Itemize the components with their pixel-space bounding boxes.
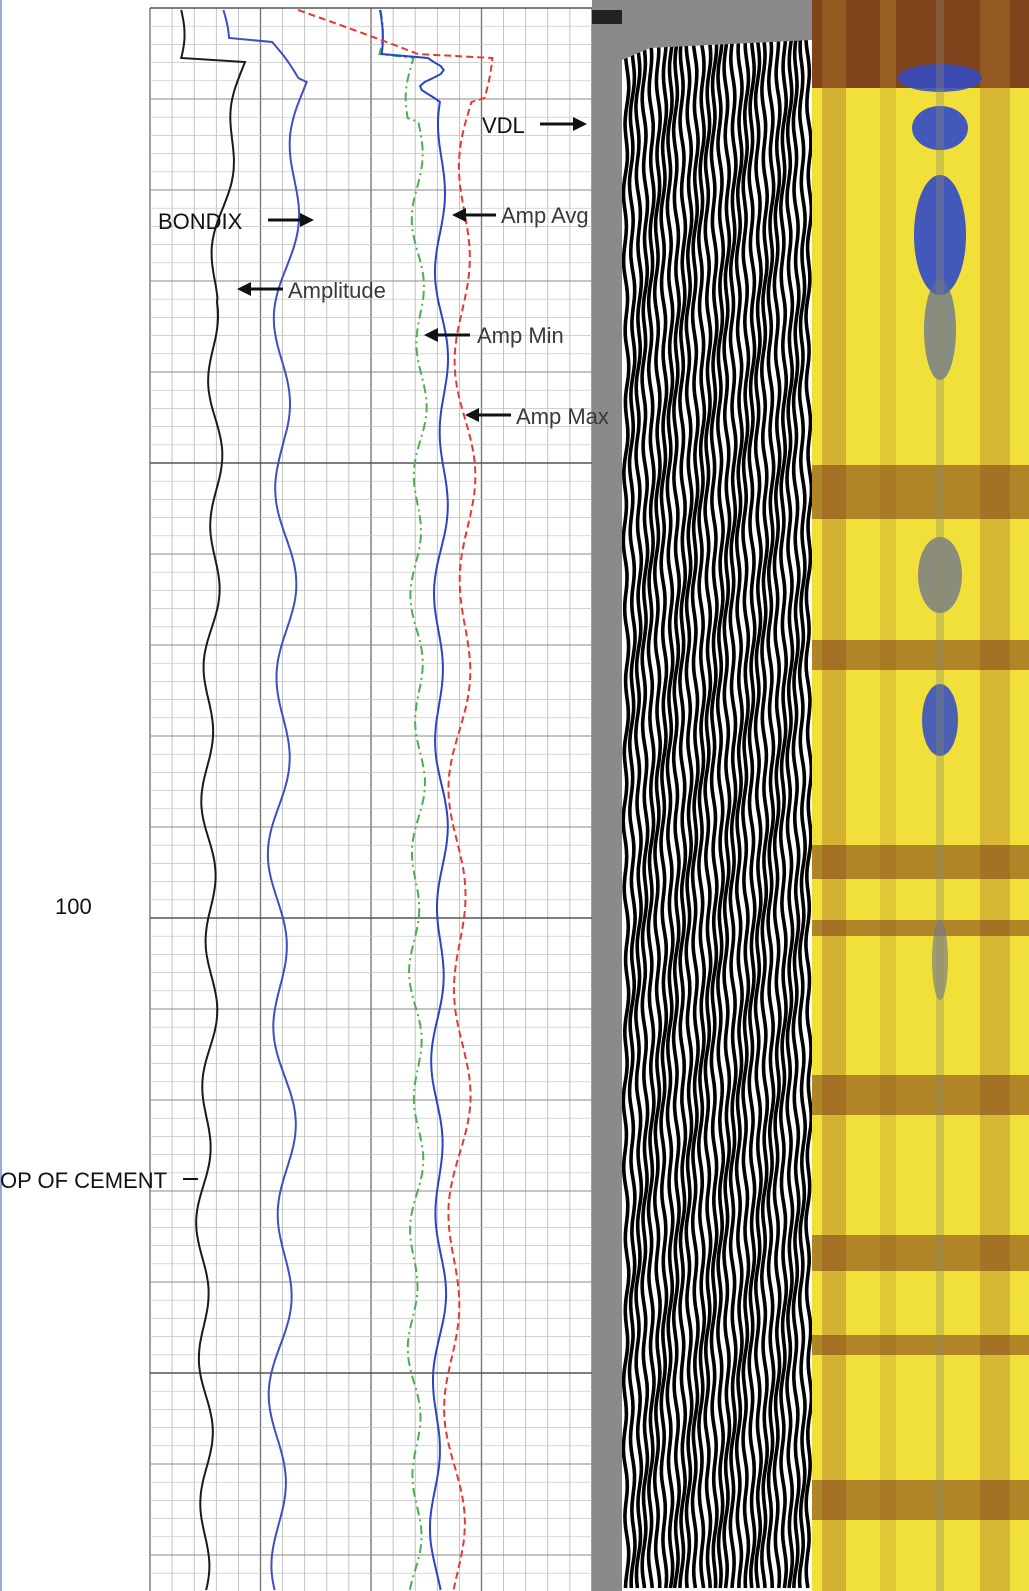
amp-min-curve <box>378 9 428 1591</box>
log-grid <box>149 7 593 1591</box>
vdl-trace <box>633 39 644 1589</box>
vdl-trace <box>671 39 682 1589</box>
map-dark-band <box>812 640 1029 670</box>
annotation-arrows <box>183 117 587 1180</box>
vdl-trace <box>646 39 656 1589</box>
amp-min-label: Amp Min <box>477 323 564 348</box>
vdl-trace <box>627 39 637 1589</box>
map-dark-band <box>812 1075 1029 1115</box>
vdl-waveforms <box>622 39 812 1589</box>
vdl-trace <box>659 40 669 1589</box>
vdl-arrow <box>540 117 587 131</box>
vdl-trace <box>665 39 675 1589</box>
map-blue-feature <box>918 537 962 613</box>
map-dark-band <box>812 920 1029 936</box>
amp-min-arrow <box>424 328 470 342</box>
map-dark-band <box>812 1335 1029 1355</box>
map-shadow-band <box>880 0 896 1591</box>
vdl-trace <box>734 39 744 1589</box>
vdl-trace <box>722 39 732 1589</box>
vdl-trace <box>652 39 663 1588</box>
vdl-trace <box>804 39 812 1589</box>
vdl-trace <box>709 39 719 1589</box>
vdl-trace <box>797 39 808 1589</box>
map-dark-band <box>812 845 1029 879</box>
vdl-trace <box>753 39 763 1589</box>
amplitude-label: Amplitude <box>288 278 386 303</box>
map-blue-feature <box>932 920 948 1000</box>
vdl-trace <box>759 39 770 1589</box>
vdl-trace <box>640 39 650 1589</box>
amp-max-label: Amp Max <box>516 404 609 429</box>
vdl-trace <box>715 39 726 1589</box>
vdl-trace <box>684 39 694 1589</box>
log-curves <box>179 9 494 1591</box>
map-blue-feature <box>914 175 966 295</box>
bondix-curve <box>222 9 308 1591</box>
vdl-trace <box>703 39 713 1589</box>
amplitude-curve <box>179 9 247 1591</box>
amp-avg-arrow <box>452 208 496 222</box>
map-blue-feature <box>922 684 958 756</box>
top-of-cement-label: OP OF CEMENT <box>0 1168 167 1193</box>
bondix-label: BONDIX <box>158 209 243 234</box>
vdl-gray-strip <box>592 0 622 1591</box>
vdl-trace <box>678 39 688 1589</box>
map-shadow-band <box>822 0 846 1591</box>
depth-label-100: 100 <box>55 894 92 919</box>
map-dark-band <box>812 505 1029 519</box>
vdl-trace <box>785 39 795 1589</box>
vdl-track <box>592 0 812 1591</box>
vdl-trace <box>778 39 789 1589</box>
amp-avg-curve <box>378 9 449 1591</box>
map-dark-band <box>812 1235 1029 1271</box>
map-center-line <box>936 0 944 1591</box>
vdl-trace <box>728 39 738 1589</box>
vdl-trace <box>690 39 700 1589</box>
vdl-trace <box>791 39 801 1589</box>
vdl-trace <box>772 39 782 1589</box>
cement-map-track <box>812 0 1029 1591</box>
bondix-arrow <box>268 213 314 227</box>
vdl-label: VDL <box>482 113 525 138</box>
vdl-trace <box>747 39 757 1589</box>
vdl-trace <box>696 39 707 1589</box>
map-blue-feature <box>898 64 982 92</box>
amp-max-curve <box>297 9 494 1591</box>
map-blue-feature <box>912 106 968 150</box>
map-shadow-band <box>980 0 1010 1591</box>
annotation-labels: VDL BONDIX Amp Avg Amplitude Amp Min Amp… <box>0 113 609 1193</box>
vdl-top-shade <box>622 0 812 60</box>
vdl-trace <box>766 39 776 1589</box>
amp-avg-label: Amp Avg <box>501 203 589 228</box>
map-dark-band <box>812 1480 1029 1520</box>
vdl-trace <box>622 39 631 1589</box>
left-border <box>0 0 2 1591</box>
map-features <box>812 0 1029 1591</box>
amplitude-arrow <box>237 282 283 296</box>
amp-max-arrow <box>465 408 511 422</box>
vdl-trace <box>741 40 751 1589</box>
map-dark-band <box>812 465 1029 505</box>
map-blue-feature <box>924 280 956 380</box>
